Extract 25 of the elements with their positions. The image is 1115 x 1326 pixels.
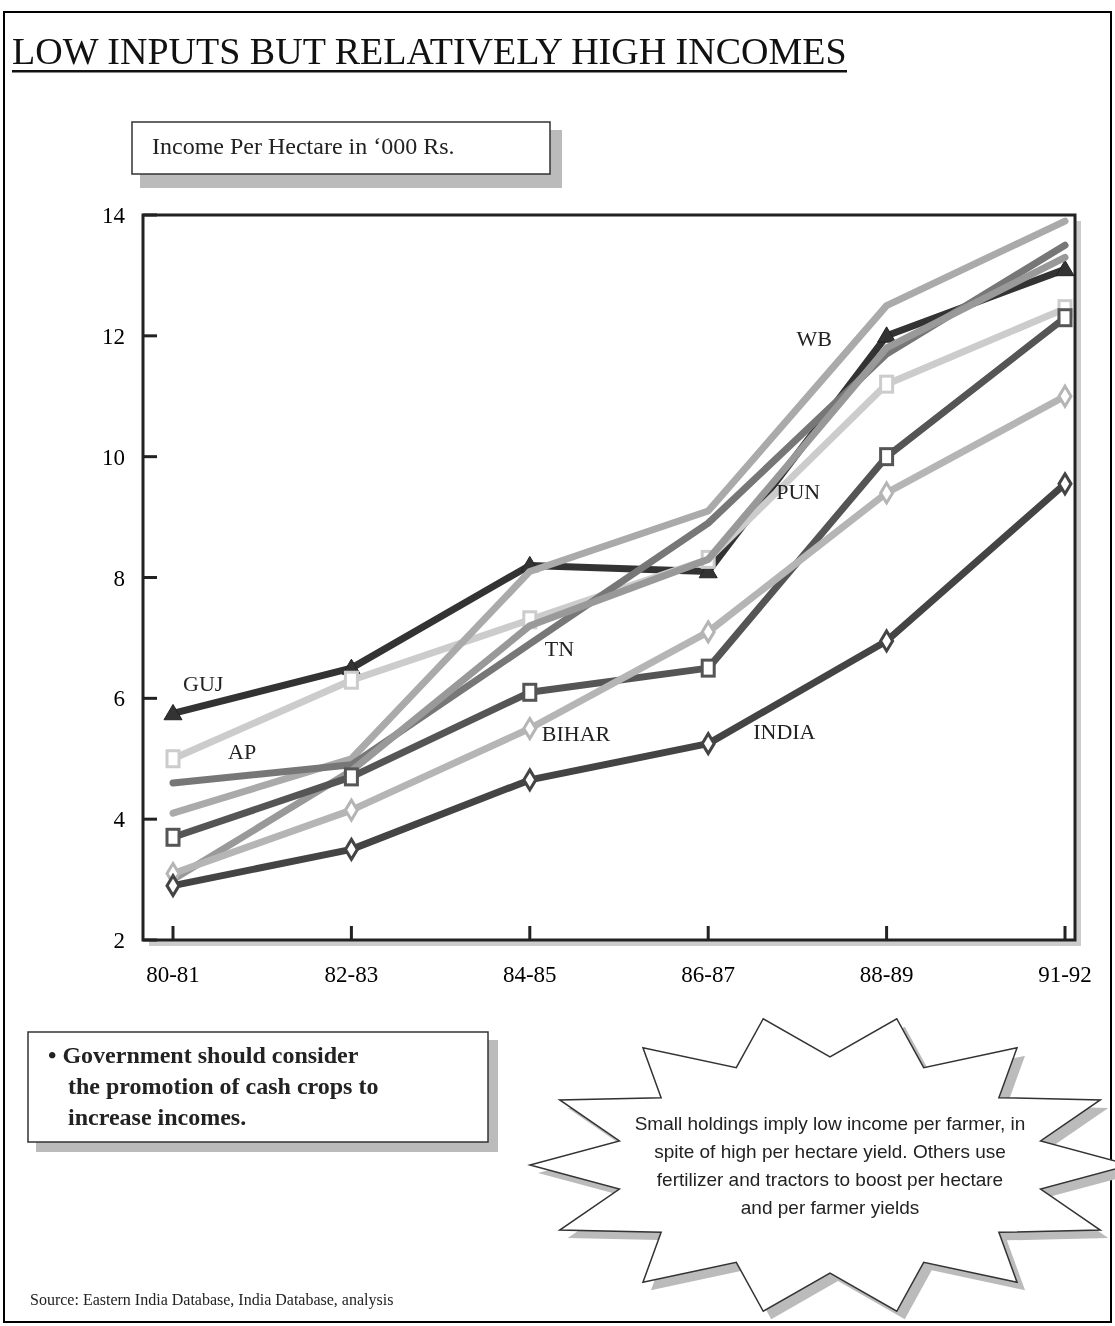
series-label: BIHAR — [541, 720, 611, 746]
x-tick-label: 86-87 — [681, 962, 736, 987]
series-label: PUN — [776, 479, 821, 505]
y-tick-label: 14 — [102, 203, 126, 229]
series-label: INDIA — [753, 718, 816, 744]
x-tick-label: 80-81 — [146, 962, 200, 987]
series-label: WB — [796, 325, 833, 351]
y-tick-label: 10 — [102, 444, 125, 470]
series-label: GUJ — [183, 671, 224, 697]
source-note: Source: Eastern India Database, India Database, analysis — [30, 1291, 394, 1309]
y-tick-label: 6 — [113, 686, 125, 712]
x-tick-label: 82-83 — [324, 962, 379, 987]
y-tick-label: 12 — [102, 323, 125, 349]
y-tick-label: 4 — [113, 807, 126, 833]
x-tick-label: 84-85 — [502, 962, 557, 987]
series-label: TN — [544, 635, 575, 661]
chart-title: LOW INPUTS BUT RELATIVELY HIGH INCOMES — [12, 30, 847, 72]
y-axis-title: Income Per Hectare in ‘000 Rs. — [152, 133, 455, 159]
x-tick-label: 88-89 — [859, 962, 914, 987]
text: Small holdings imply low income per farmer, in spite of high per hectare yield. Others use fertilizer and tractors to boost per hectare and per farmer yields — [634, 1113, 1026, 1218]
text: • Government should consider the promotion of cash crops to increase incomes. — [48, 1042, 379, 1130]
x-tick-label: 91-92 — [1038, 962, 1092, 987]
y-tick-label: 2 — [113, 928, 125, 954]
y-tick-label: 8 — [113, 565, 125, 591]
series-label: AP — [228, 738, 257, 764]
